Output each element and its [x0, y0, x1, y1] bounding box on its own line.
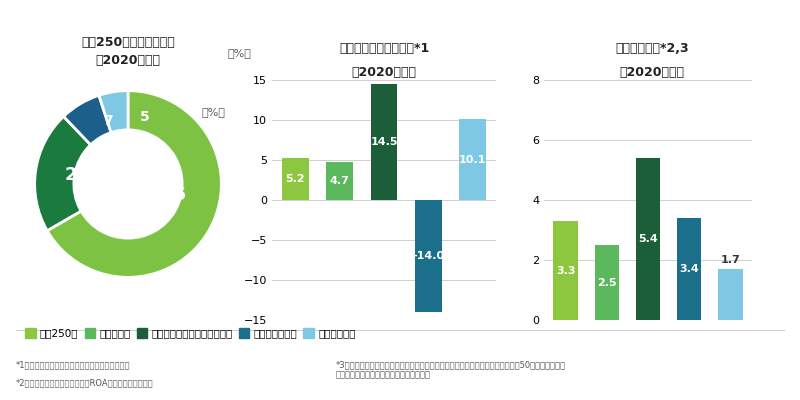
- Text: *1：売上高成長率は為替調整後の売上高加重平均: *1：売上高成長率は為替調整後の売上高加重平均: [16, 360, 130, 369]
- Bar: [594, 245, 619, 320]
- Text: 14.5: 14.5: [370, 137, 398, 147]
- Text: -14.0: -14.0: [412, 251, 444, 261]
- Wedge shape: [47, 91, 222, 277]
- Title: 上位250社に占める割合
（2020年度）: 上位250社に占める割合 （2020年度）: [81, 36, 175, 67]
- Text: （%）: （%）: [227, 48, 251, 58]
- Wedge shape: [99, 91, 128, 132]
- Bar: [370, 84, 398, 200]
- Text: 4.7: 4.7: [330, 176, 350, 186]
- Text: （2020年度）: （2020年度）: [619, 66, 685, 78]
- Text: 66: 66: [162, 186, 187, 204]
- Bar: [415, 200, 442, 312]
- Text: 3.4: 3.4: [679, 264, 699, 274]
- Bar: [718, 269, 742, 320]
- Text: 2.5: 2.5: [597, 278, 617, 288]
- Wedge shape: [34, 116, 90, 231]
- Bar: [636, 158, 660, 320]
- Text: 10.1: 10.1: [459, 154, 486, 165]
- Bar: [459, 119, 486, 200]
- Bar: [677, 218, 702, 320]
- Text: （%）: （%）: [201, 107, 225, 117]
- Text: 21: 21: [64, 166, 89, 184]
- Legend: 上位250社, 日用消費財, ハードライン・レジャー用品, 衣料品・服飾品, その他の商品: 上位250社, 日用消費財, ハードライン・レジャー用品, 衣料品・服飾品, そ…: [22, 324, 360, 343]
- Text: 1.7: 1.7: [720, 256, 740, 266]
- Wedge shape: [63, 95, 111, 145]
- Text: 3.3: 3.3: [556, 266, 575, 276]
- Text: *2：純利益率、総資産利益率（ROA）は売上高加重平均: *2：純利益率、総資産利益率（ROA）は売上高加重平均: [16, 378, 154, 387]
- Text: 5.4: 5.4: [638, 234, 658, 244]
- Text: 平均純利益率*2,3: 平均純利益率*2,3: [615, 42, 689, 54]
- Text: *3：連結収益合計および純利益に基づく純利益率。これらがグループの売上高の50％未満の場合、
小売以外の事業の業績を含む場合がある。: *3：連結収益合計および純利益に基づく純利益率。これらがグループの売上高の50％…: [336, 360, 566, 379]
- Text: 5: 5: [140, 110, 150, 124]
- Text: 7: 7: [102, 114, 112, 128]
- Bar: [554, 221, 578, 320]
- Text: 5.2: 5.2: [286, 174, 306, 184]
- Text: （2020年度）: （2020年度）: [351, 66, 417, 78]
- Text: 小売売上高平均成長率*1: 小売売上高平均成長率*1: [339, 42, 429, 54]
- Bar: [282, 158, 309, 200]
- Bar: [326, 162, 353, 200]
